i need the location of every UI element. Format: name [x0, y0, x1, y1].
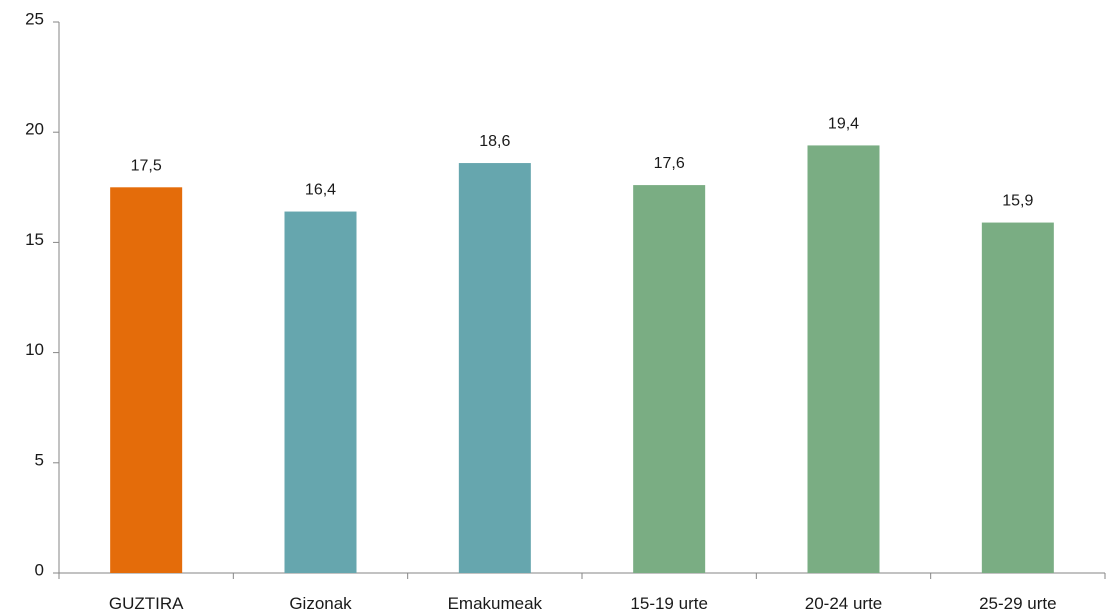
- x-category-label: 20-24 urte: [805, 594, 883, 613]
- x-category-label: 25-29 urte: [979, 594, 1057, 613]
- x-category-label: Gizonak: [289, 594, 352, 613]
- data-labels: 17,5 16,4 18,6 17,6 19,4 15,9: [131, 115, 1034, 209]
- data-label: 16,4: [305, 182, 336, 199]
- y-tick-label: 15: [25, 230, 44, 249]
- y-tick-label: 10: [25, 340, 44, 359]
- y-tick-label: 25: [25, 9, 44, 28]
- x-category-label: GUZTIRA: [109, 594, 184, 613]
- bar-25-29-urte: [981, 222, 1054, 573]
- data-label: 17,5: [131, 157, 162, 174]
- x-axis-ticks: [58, 573, 1106, 579]
- bar-15-19-urte: [633, 185, 706, 573]
- data-label: 15,9: [1002, 193, 1033, 210]
- y-tick-label: 5: [35, 450, 44, 469]
- bar-emakumeak: [458, 163, 531, 573]
- data-label: 18,6: [479, 133, 510, 150]
- y-axis-ticks: 0 5 10 15 20 25: [25, 9, 59, 579]
- x-category-label: 15-19 urte: [630, 594, 708, 613]
- y-tick-label: 20: [25, 120, 44, 139]
- bar-20-24-urte: [807, 145, 880, 573]
- bar-guztira: [110, 187, 183, 574]
- y-tick-label: 0: [35, 560, 44, 579]
- category-labels: GUZTIRA Gizonak Emakumeak 15-19 urte 20-24 u…: [109, 594, 1057, 613]
- data-label: 19,4: [828, 115, 859, 132]
- bar-series: [110, 145, 1054, 574]
- bar-gizonak: [284, 211, 357, 573]
- data-label: 17,6: [654, 155, 685, 172]
- x-category-label: Emakumeak: [448, 594, 543, 613]
